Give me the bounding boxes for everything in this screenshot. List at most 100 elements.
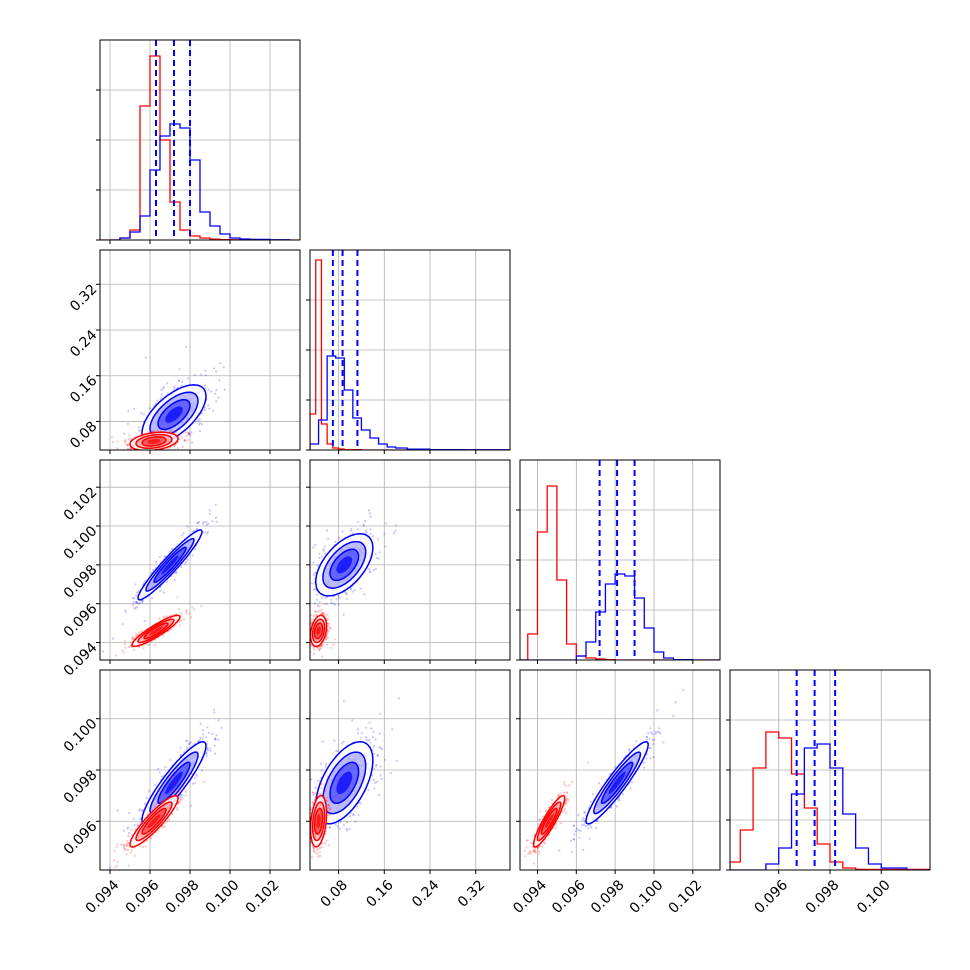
blue-point: [325, 602, 328, 606]
blue-point: [209, 390, 213, 393]
blue-point: [356, 728, 359, 731]
blue-point: [349, 587, 352, 590]
blue-point: [203, 408, 206, 412]
red-point: [176, 446, 179, 450]
blue-point: [316, 604, 319, 607]
blue-point: [648, 747, 651, 750]
blue-point: [314, 786, 317, 789]
blue-point: [353, 588, 356, 592]
blue-point: [166, 464, 168, 466]
blue-point: [128, 832, 131, 835]
blue-point: [321, 740, 324, 743]
blue-point: [205, 520, 208, 523]
blue-point: [372, 778, 375, 782]
blue-point: [554, 881, 556, 883]
blue-point: [393, 531, 396, 535]
red-point: [176, 596, 179, 599]
blue-point: [651, 739, 654, 742]
red-point: [111, 441, 114, 444]
blue-point: [161, 458, 163, 460]
blue-point: [336, 825, 339, 828]
blue-point: [134, 606, 137, 609]
blue-point: [372, 745, 376, 748]
red-point: [189, 433, 192, 437]
red-point: [128, 447, 131, 450]
panel-grid-2-0: [100, 460, 300, 660]
blue-point: [176, 808, 179, 811]
blue-point: [205, 523, 208, 526]
blue-point: [372, 767, 376, 770]
blue-point: [328, 826, 331, 829]
red-point: [180, 436, 183, 439]
blue-pair-3-1: [278, 697, 400, 850]
blue-point: [160, 388, 163, 391]
blue-point: [662, 741, 665, 744]
blue-point: [643, 761, 646, 764]
blue-point: [314, 543, 317, 547]
red-point: [122, 651, 125, 654]
blue-point: [212, 409, 215, 412]
blue-point: [656, 709, 659, 712]
blue-point: [204, 384, 207, 387]
panel-grid-1-0: [100, 250, 300, 450]
blue-point: [332, 602, 335, 605]
blue-point: [359, 587, 362, 590]
blue-point: [200, 769, 204, 772]
blue-point: [181, 794, 184, 797]
blue-point: [394, 529, 397, 532]
blue-point: [198, 421, 201, 424]
blue-point: [384, 758, 387, 762]
blue-point: [123, 846, 126, 849]
blue-point: [630, 781, 634, 784]
blue-point: [319, 846, 322, 850]
blue-point: [372, 730, 375, 734]
blue-point: [213, 744, 216, 747]
blue-point: [574, 830, 577, 833]
blue-point: [342, 824, 345, 827]
blue-point: [360, 732, 363, 735]
blue-point: [180, 795, 183, 798]
blue-point: [318, 552, 321, 555]
blue-point: [183, 562, 186, 565]
blue-point: [214, 738, 217, 741]
blue-point: [584, 811, 587, 814]
red-point: [142, 452, 144, 454]
blue-point: [205, 752, 208, 755]
blue-point: [333, 603, 336, 606]
blue-point: [384, 545, 387, 548]
blue-point: [208, 731, 211, 734]
blue-point: [652, 743, 655, 746]
blue-point: [307, 601, 309, 603]
blue-point: [368, 738, 371, 742]
blue-point: [179, 797, 182, 800]
blue-point: [207, 522, 210, 525]
blue-point: [181, 380, 184, 383]
blue-point: [278, 822, 280, 824]
blue-point: [141, 456, 143, 458]
blue-point: [653, 738, 656, 741]
red-point: [140, 451, 142, 453]
blue-point: [378, 746, 381, 749]
blue-point: [208, 407, 211, 410]
blue-point: [156, 399, 159, 402]
blue-point: [217, 396, 220, 399]
blue-point: [204, 531, 207, 534]
red-point: [121, 649, 124, 652]
red-point: [173, 451, 175, 453]
blue-point: [214, 516, 218, 519]
blue-point: [672, 714, 675, 718]
blue-point: [379, 746, 382, 749]
blue-point: [214, 738, 217, 741]
panel-grid-3-3: [730, 670, 930, 870]
red-point: [181, 445, 184, 448]
blue-point: [162, 591, 165, 594]
red-point: [185, 428, 188, 431]
blue-point: [132, 601, 135, 604]
blue-point: [367, 788, 370, 792]
blue-point: [198, 418, 201, 421]
blue-point: [588, 837, 591, 840]
blue-point: [158, 555, 161, 558]
blue-point: [397, 697, 400, 700]
red-point: [170, 430, 173, 433]
